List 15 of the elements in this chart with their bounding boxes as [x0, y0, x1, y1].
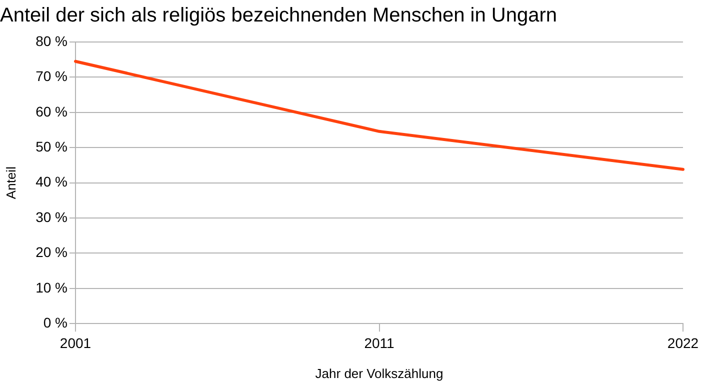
y-tick-label: 10 %	[36, 279, 68, 296]
y-tick-label: 20 %	[36, 244, 68, 260]
y-tick-label: 50 %	[36, 138, 68, 154]
y-tick-label: 0 %	[43, 314, 68, 330]
y-tick-label: 60 %	[36, 103, 68, 120]
y-tick-label: 40 %	[36, 174, 68, 190]
y-tick-label: 30 %	[36, 208, 68, 225]
y-tick-label: 80 %	[36, 32, 68, 49]
x-tick-label: 2011	[364, 334, 395, 351]
x-tick-label: 2001	[60, 334, 92, 351]
x-tick-label: 2022	[667, 334, 699, 351]
x-axis-title: Jahr der Volkszählung	[315, 366, 444, 381]
y-axis-title: Anteil	[3, 166, 18, 200]
chart-title: Anteil der sich als religiös bezeichnenden Menschen in Ungarn	[0, 4, 557, 27]
y-tick-label: 70 %	[36, 68, 68, 84]
